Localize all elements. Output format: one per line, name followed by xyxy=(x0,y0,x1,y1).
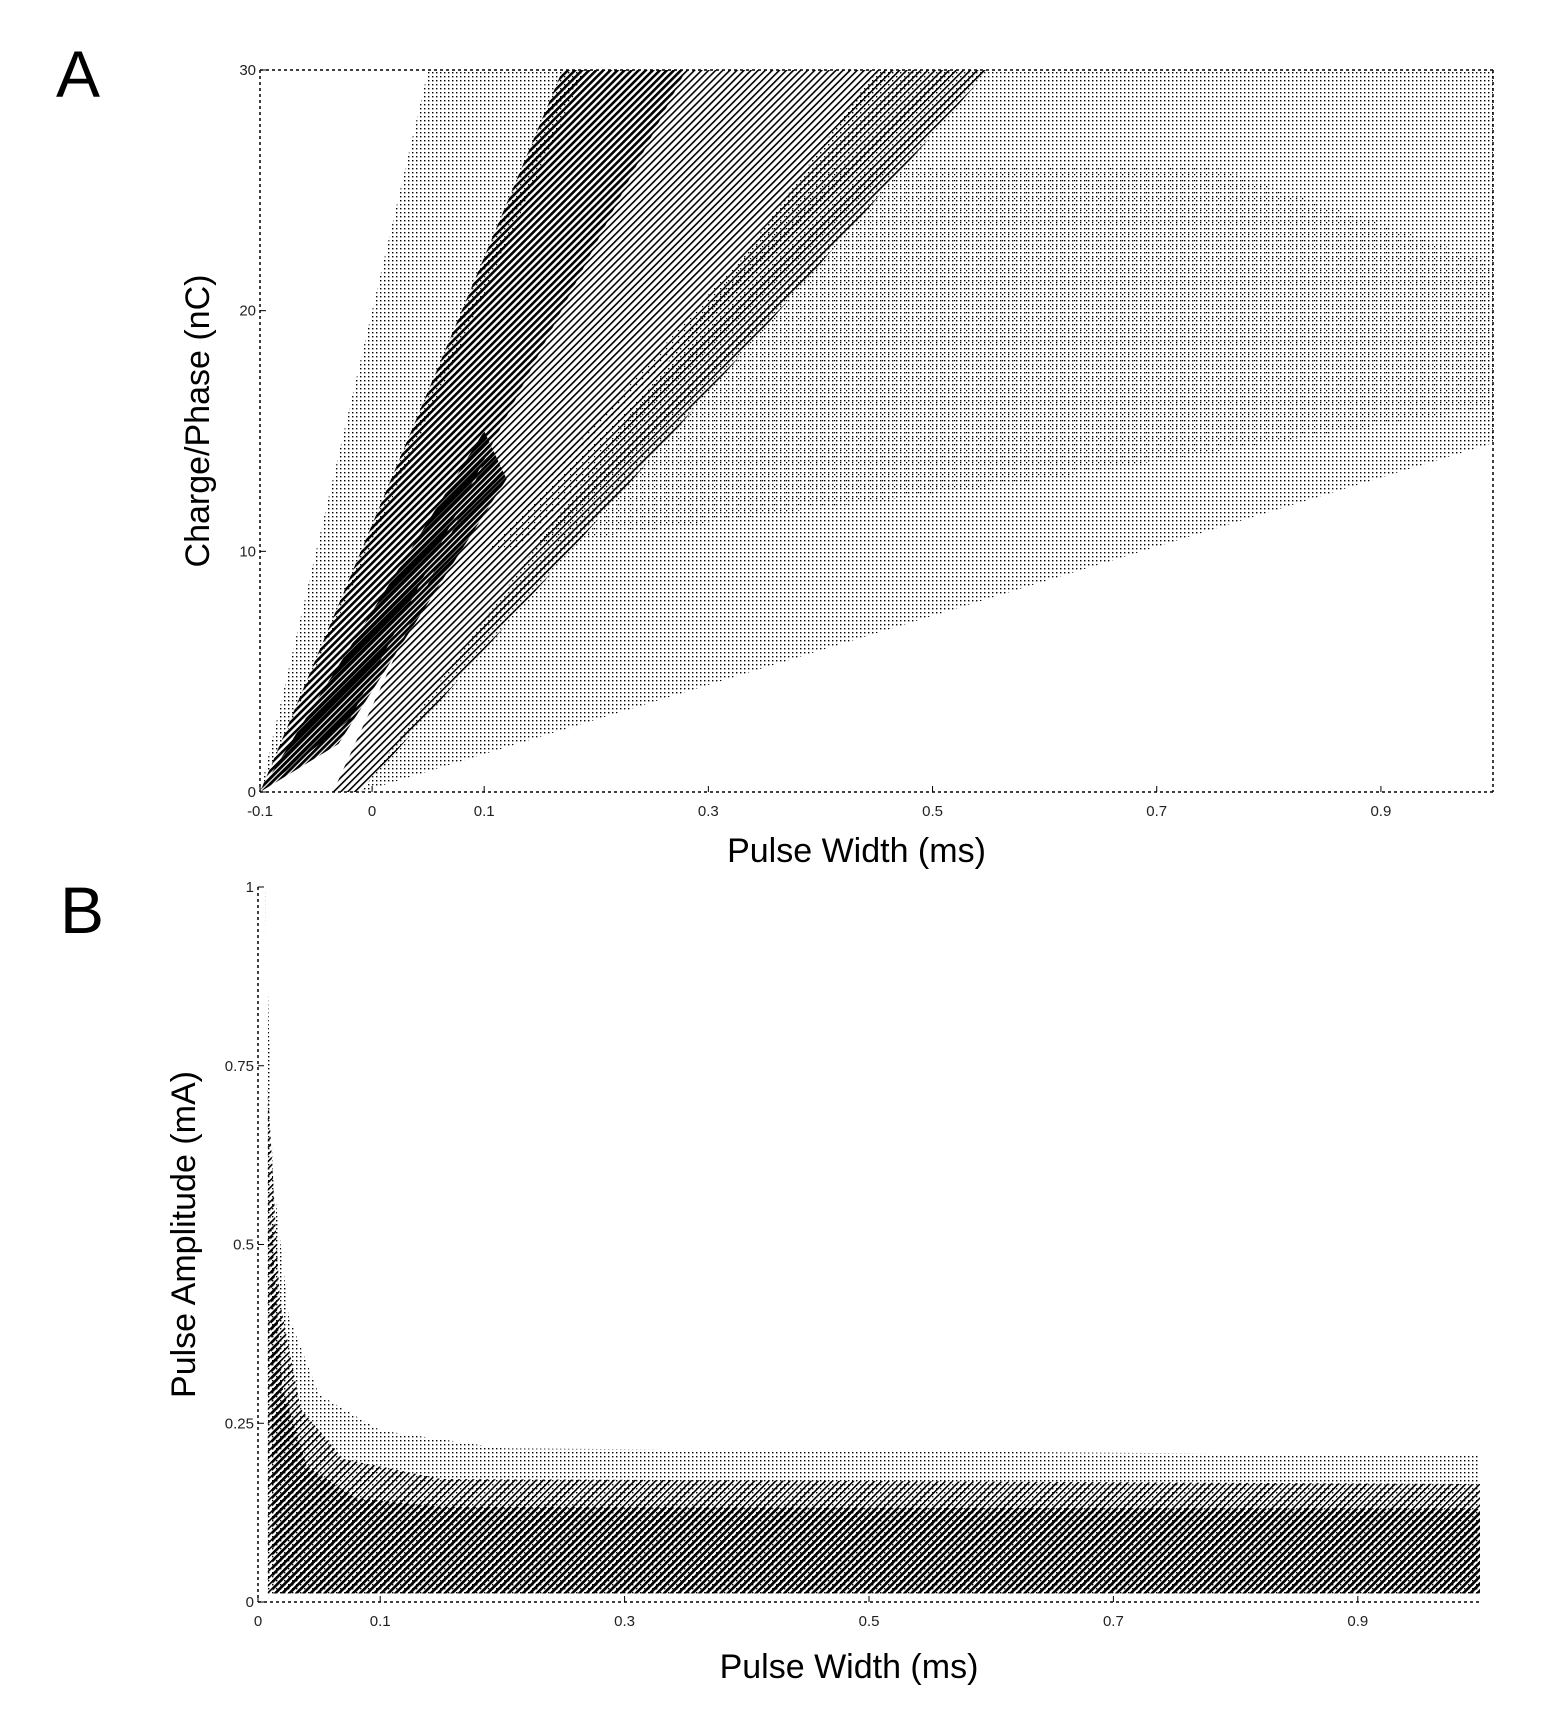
x-tick-label: 0.5 xyxy=(922,803,943,820)
x-tick-label: 0.9 xyxy=(1370,803,1391,820)
x-tick-label: 0.5 xyxy=(859,1613,880,1630)
y-tick-label: 0.5 xyxy=(233,1237,254,1254)
x-tick-label: 0.1 xyxy=(474,803,495,820)
y-axis-title: Charge/Phase (nC) xyxy=(179,275,217,568)
y-tick-label: 0.75 xyxy=(225,1058,254,1075)
y-tick-label: 0 xyxy=(248,784,256,801)
x-tick-label: -0.1 xyxy=(247,803,273,820)
y-tick-label: 0 xyxy=(246,1594,254,1611)
y-tick-label: 0.25 xyxy=(225,1415,254,1432)
chart-panel-b: 0 0.1 0.3 0.5 0.7 0.9 0 0.25 0.5 0.75 1 Pulse Width… xyxy=(165,879,1480,1686)
chart-panel-a: -0.1 0 0.1 0.3 0.5 0.7 0.9 0 10 20 30 Pulse Width (… xyxy=(179,62,1493,870)
x-tick-label: 0.1 xyxy=(370,1613,391,1630)
x-tick-label: 0.7 xyxy=(1146,803,1167,820)
x-tick-label: 0.3 xyxy=(698,803,719,820)
y-tick-label: 30 xyxy=(239,62,256,79)
x-tick-label: 0 xyxy=(254,1613,262,1630)
y-axis-title: Pulse Amplitude (mA) xyxy=(165,1071,203,1398)
x-tick-label: 0 xyxy=(368,803,376,820)
x-axis-title: Pulse Width (ms) xyxy=(720,1648,979,1686)
x-axis-title: Pulse Width (ms) xyxy=(727,832,986,870)
y-tick-label: 1 xyxy=(246,879,254,896)
region-dark-2 xyxy=(270,1209,1480,1594)
x-tick-label: 0.7 xyxy=(1103,1613,1124,1630)
x-tick-label: 0.9 xyxy=(1347,1613,1368,1630)
y-tick-label: 20 xyxy=(239,303,256,320)
x-tick-label: 0.3 xyxy=(614,1613,635,1630)
y-tick-label: 10 xyxy=(239,543,256,560)
